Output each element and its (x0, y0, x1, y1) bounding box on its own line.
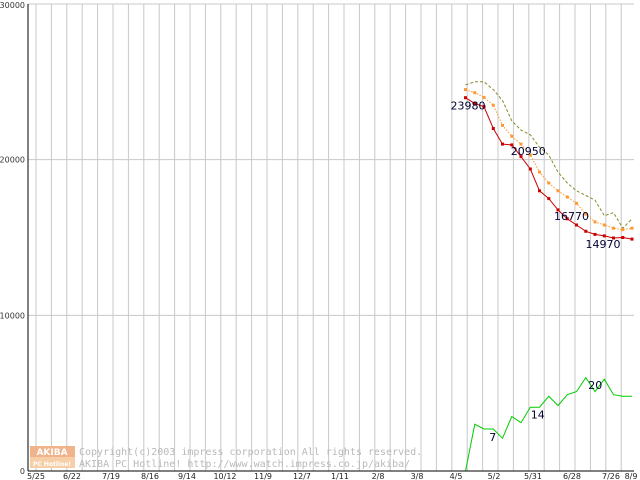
data-label: 14970 (586, 238, 621, 251)
data-point-marker (547, 197, 551, 201)
grid-lines (28, 3, 634, 471)
data-point-marker (612, 236, 615, 240)
x-tick-label: 11/9 (254, 472, 272, 480)
data-point-marker (621, 228, 625, 232)
data-point-marker (510, 134, 514, 138)
data-point-marker (482, 95, 486, 99)
x-tick-label: 5/2 (488, 472, 501, 480)
data-point-marker (565, 217, 569, 221)
x-tick-label: 2/8 (372, 472, 385, 480)
data-point-marker (584, 229, 588, 233)
series-line-3 (465, 376, 632, 472)
site-url-text: AKIBA PC Hotline! http://www.watch.impre… (79, 459, 410, 470)
data-point-marker (538, 189, 541, 193)
y-tick-label: 30000 (0, 1, 25, 10)
data-point-marker (491, 103, 495, 107)
x-tick-label: 6/28 (563, 472, 581, 480)
series-line-0 (465, 97, 633, 240)
data-label: 14 (531, 408, 545, 421)
data-label: 20 (588, 379, 602, 392)
data-point-marker (501, 123, 504, 127)
x-tick-label: 5/31 (524, 472, 542, 480)
data-point-marker (565, 195, 569, 199)
data-point-marker (482, 105, 486, 109)
data-label: 7 (489, 431, 496, 444)
watermark: AKIBA PC Hotline! Copyright(c)2003 impre… (30, 446, 422, 470)
data-point-marker (491, 127, 495, 130)
x-tick-label: 5/25 (27, 472, 45, 480)
akiba-logo: AKIBA PC Hotline! (30, 446, 75, 468)
axes (27, 4, 634, 472)
data-point-marker (473, 91, 477, 95)
data-point-marker (519, 155, 523, 159)
x-tick-label: 7/26 (602, 472, 620, 480)
x-tick-label: 9/14 (178, 472, 196, 480)
data-point-marker (556, 189, 560, 193)
data-point-marker (556, 208, 560, 212)
data-label: 20950 (511, 145, 546, 158)
x-tick-label: 6/22 (63, 472, 81, 480)
data-point-marker (575, 201, 578, 205)
data-labels: 23980 20950 16770 14970 7 14 20 (451, 100, 621, 444)
data-point-marker (630, 226, 634, 230)
data-point-marker (630, 237, 634, 241)
data-point-marker (510, 143, 514, 147)
y-tick-label: 20000 (0, 156, 25, 165)
x-tick-label: 7/19 (102, 472, 120, 480)
data-point-marker (538, 170, 541, 174)
data-point-marker (602, 223, 606, 227)
data-point-marker (473, 102, 477, 106)
data-point-marker (464, 88, 467, 92)
series-layer (465, 81, 633, 472)
data-point-marker (464, 96, 467, 100)
x-tick-label: 3/8 (411, 472, 424, 480)
logo-bottom-text: PC Hotline! (33, 461, 71, 468)
x-tick-label: 1/11 (331, 472, 349, 480)
data-point-marker (528, 167, 532, 171)
marker-layer (464, 88, 634, 241)
series-line-2 (465, 81, 633, 230)
data-point-marker (584, 212, 588, 216)
x-tick-label: 8/9 (625, 472, 638, 480)
data-label: 23980 (451, 100, 486, 113)
data-point-marker (621, 236, 625, 239)
data-label: 16770 (554, 210, 589, 223)
data-point-marker (612, 226, 615, 230)
data-point-marker (519, 142, 523, 146)
data-point-marker (602, 234, 606, 238)
x-tick-label: 8/16 (141, 472, 159, 480)
data-point-marker (547, 181, 551, 185)
x-tick-label: 4/5 (450, 472, 463, 480)
data-point-marker (593, 220, 597, 224)
data-point-marker (593, 232, 597, 236)
y-tick-label: 0 (20, 467, 25, 476)
x-tick-label: 12/7 (293, 472, 311, 480)
x-tick-label: 10/12 (213, 472, 236, 480)
logo-top-text: AKIBA (36, 448, 67, 458)
x-tick-labels: 5/25 6/22 7/19 8/16 9/14 10/12 11/9 12/7 1/11 2/8… (27, 472, 637, 480)
data-point-marker (575, 223, 578, 227)
copyright-text: Copyright(c)2003 impress corporation All… (79, 447, 422, 458)
y-tick-label: 10000 (0, 311, 25, 320)
y-tick-labels: 0 10000 20000 30000 (0, 1, 25, 476)
data-point-marker (501, 142, 504, 146)
data-point-marker (528, 153, 532, 157)
